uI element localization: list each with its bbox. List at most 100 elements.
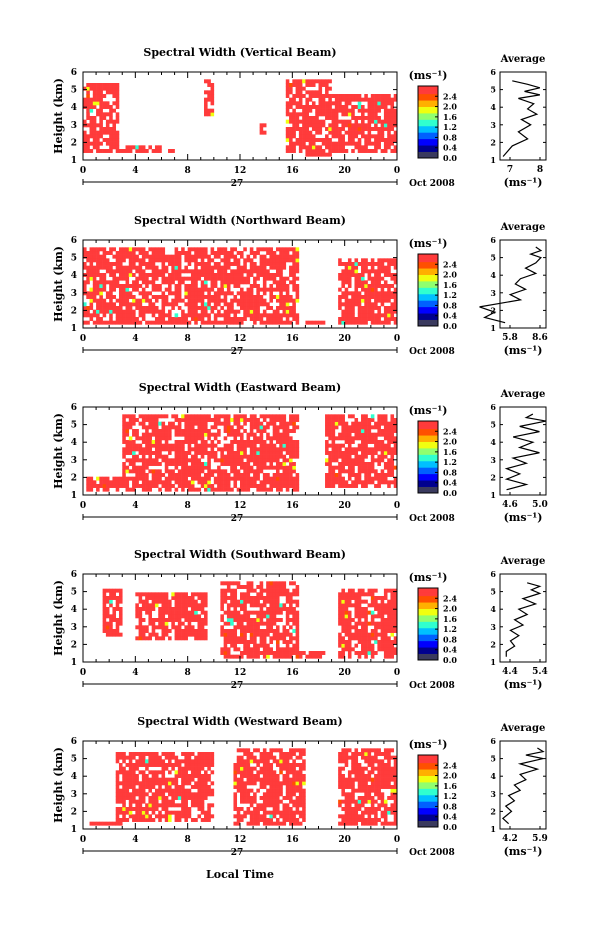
heatmap-cell: [338, 149, 342, 153]
heatmap-cell: [249, 262, 254, 266]
heatmap-cell: [377, 425, 381, 430]
heatmap-cell: [383, 123, 388, 128]
heatmap-cell: [387, 614, 391, 619]
colorbar-swatch: [418, 133, 438, 136]
heatmap-cell: [246, 273, 251, 277]
heatmap-cell: [341, 643, 345, 648]
heatmap-cell: [383, 476, 388, 481]
heatmap-cell: [344, 262, 349, 266]
heatmap-cell: [102, 320, 107, 325]
heatmap-cell: [213, 480, 218, 485]
heatmap-cell: [226, 265, 231, 270]
heatmap-cell: [89, 487, 94, 492]
heatmap-cell: [226, 273, 231, 277]
heatmap-cell: [269, 251, 274, 255]
heatmap-cell: [141, 317, 146, 321]
heatmap-cell: [256, 309, 260, 314]
heatmap-cell: [387, 621, 391, 626]
heatmap-cell: [233, 451, 238, 455]
heatmap-cell: [220, 247, 224, 252]
heatmap-cell: [361, 629, 365, 633]
colorbar-swatch: [418, 269, 438, 272]
average-profile-line: [505, 582, 542, 657]
heatmap-cell: [217, 298, 221, 303]
heatmap-cell: [233, 436, 238, 441]
heatmap-cell: [325, 429, 329, 433]
heatmap-cell: [161, 247, 166, 252]
heatmap-cell: [370, 414, 375, 419]
heatmap-cell: [308, 134, 313, 139]
heatmap-cell: [168, 313, 172, 318]
heatmap-cell: [135, 454, 139, 459]
heatmap-cell: [246, 302, 251, 307]
heatmap-cell: [86, 83, 90, 87]
heatmap-cell: [357, 141, 362, 146]
heatmap-cell: [266, 607, 270, 611]
heatmap-cell: [86, 138, 90, 142]
heatmap-cell: [99, 94, 103, 98]
heatmap-cell: [285, 451, 290, 455]
heatmap-cell: [236, 276, 241, 281]
heatmap-cell: [347, 469, 352, 474]
colorbar-swatch: [418, 284, 438, 287]
heatmap-cell: [174, 265, 179, 270]
heatmap-cell: [132, 273, 136, 277]
colorbar-swatch: [418, 93, 438, 96]
heatmap-cell: [109, 105, 113, 109]
heatmap-cell: [266, 651, 270, 655]
y-tick-label: 6: [71, 68, 77, 78]
heatmap-cell: [168, 469, 172, 474]
heatmap-cell: [190, 473, 195, 477]
heatmap-cell: [292, 97, 296, 102]
heatmap-cell: [295, 443, 300, 448]
heatmap-cell: [158, 487, 162, 492]
heatmap-cell: [243, 632, 247, 637]
heatmap-cell: [285, 309, 290, 314]
heatmap-cell: [204, 418, 208, 422]
heatmap-cell: [233, 581, 238, 586]
heatmap-cell: [361, 465, 365, 470]
heatmap-cell: [148, 632, 152, 637]
heatmap-cells: [102, 581, 398, 659]
heatmap-cell: [367, 101, 372, 106]
heatmap-cell: [118, 258, 123, 263]
heatmap-cell: [357, 454, 362, 459]
heatmap-cell: [210, 101, 215, 106]
heatmap-cell: [338, 320, 342, 325]
heatmap-cell: [318, 101, 323, 106]
colorbar-swatch: [418, 310, 438, 313]
heatmap-cell: [357, 629, 362, 633]
heatmap-cell: [154, 473, 159, 477]
heatmap-cell: [174, 625, 179, 630]
heatmap-cell: [187, 614, 192, 619]
heatmap-cell: [243, 306, 247, 310]
heatmap-cell: [361, 469, 365, 474]
heatmap-cell: [181, 276, 185, 281]
heatmap-cell: [158, 269, 162, 274]
heatmap-cell: [374, 284, 378, 288]
heatmap-cell: [145, 291, 149, 296]
heatmap-cell: [230, 291, 234, 296]
colorbar-swatch: [418, 257, 438, 260]
heatmap-cell: [125, 487, 130, 492]
heatmap-cell: [393, 295, 398, 299]
heatmap-cell: [298, 97, 303, 102]
heatmap-cell: [325, 86, 329, 91]
heatmap-cell: [354, 625, 359, 630]
heatmap-cell: [295, 83, 300, 87]
heatmap-cell: [233, 603, 238, 608]
heatmap-cell: [233, 313, 238, 318]
colorbar-swatch: [418, 606, 438, 608]
colorbar-swatch: [418, 279, 438, 282]
heatmap-cell: [243, 247, 247, 252]
heatmap-cell: [370, 112, 375, 117]
heatmap-cell: [184, 302, 188, 307]
heatmap-cell: [256, 447, 260, 452]
heatmap-cell: [380, 603, 385, 608]
heatmap-cell: [292, 276, 296, 281]
heatmap-cell: [328, 123, 332, 128]
heatmap-cell: [99, 287, 103, 292]
heatmap-cell: [158, 421, 162, 426]
x-tick-label: 4: [132, 334, 138, 344]
heatmap-cell: [151, 476, 156, 481]
